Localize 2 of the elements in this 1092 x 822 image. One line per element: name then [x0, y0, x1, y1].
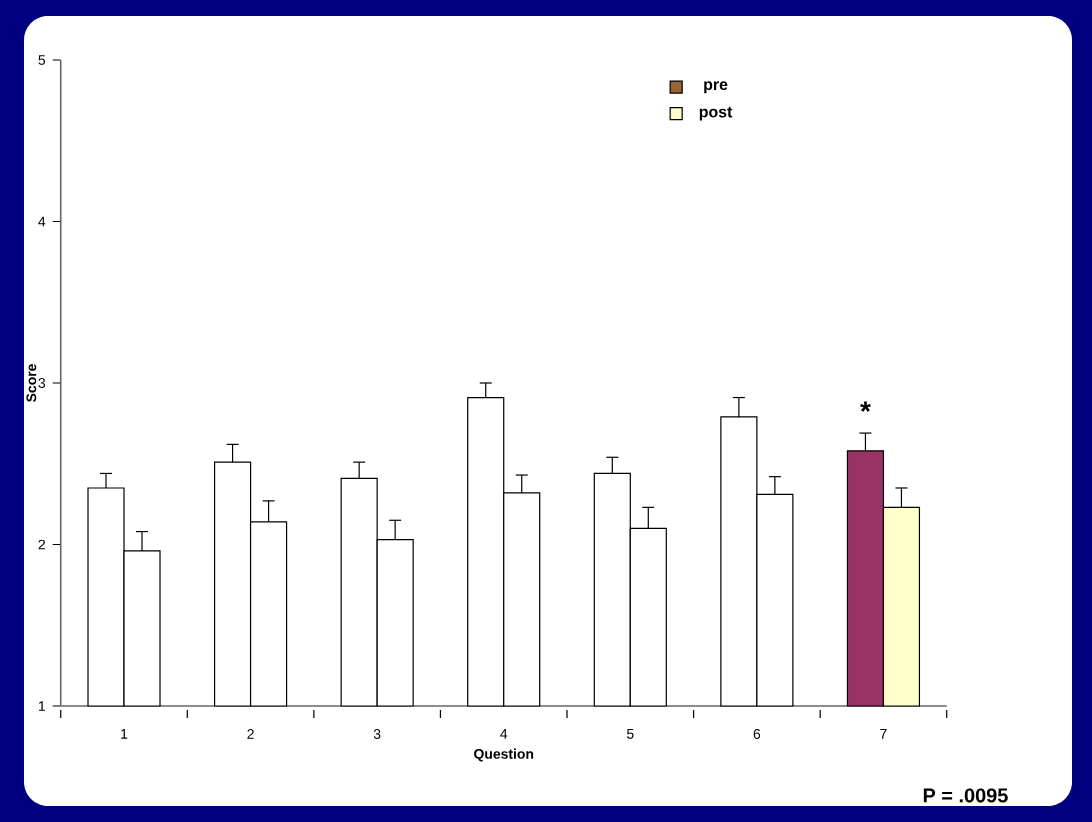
annotation: * [860, 401, 871, 412]
text: P = .0095 [923, 788, 1008, 803]
